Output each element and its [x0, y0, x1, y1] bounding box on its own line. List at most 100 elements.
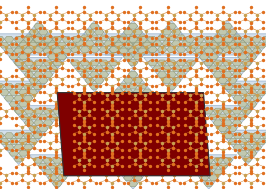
Polygon shape [0, 130, 47, 165]
Polygon shape [194, 36, 204, 42]
Polygon shape [213, 47, 223, 53]
Polygon shape [62, 36, 72, 42]
Polygon shape [144, 57, 200, 92]
Polygon shape [252, 84, 262, 89]
Polygon shape [242, 108, 251, 114]
Polygon shape [176, 60, 186, 66]
Polygon shape [94, 77, 104, 83]
Polygon shape [9, 101, 19, 107]
Polygon shape [176, 120, 186, 126]
Polygon shape [105, 34, 161, 68]
Polygon shape [15, 47, 24, 53]
Polygon shape [85, 66, 94, 72]
Polygon shape [257, 42, 266, 48]
Polygon shape [52, 48, 62, 54]
Polygon shape [99, 35, 109, 41]
Polygon shape [204, 36, 214, 42]
Polygon shape [20, 66, 29, 72]
Polygon shape [90, 47, 99, 53]
Polygon shape [80, 72, 90, 77]
Polygon shape [72, 157, 81, 163]
Polygon shape [9, 54, 19, 60]
Polygon shape [219, 130, 266, 165]
Polygon shape [213, 60, 223, 66]
Polygon shape [66, 57, 122, 92]
Polygon shape [162, 41, 172, 47]
Polygon shape [199, 54, 209, 60]
Polygon shape [162, 126, 172, 132]
Polygon shape [200, 106, 255, 140]
Polygon shape [52, 157, 62, 163]
Polygon shape [213, 35, 223, 41]
Polygon shape [94, 29, 104, 35]
Polygon shape [15, 108, 24, 114]
Polygon shape [0, 133, 4, 139]
Polygon shape [172, 126, 181, 132]
Polygon shape [48, 41, 57, 47]
Polygon shape [227, 126, 237, 132]
Polygon shape [209, 163, 218, 169]
Polygon shape [90, 23, 99, 29]
Polygon shape [94, 114, 104, 120]
Polygon shape [247, 89, 257, 95]
Polygon shape [218, 163, 228, 169]
Polygon shape [147, 108, 157, 114]
Polygon shape [204, 169, 214, 175]
Polygon shape [85, 41, 94, 47]
Polygon shape [76, 114, 85, 120]
Polygon shape [181, 66, 190, 72]
Polygon shape [204, 60, 213, 66]
Polygon shape [181, 155, 237, 189]
Polygon shape [29, 155, 85, 189]
Polygon shape [34, 36, 43, 42]
Polygon shape [128, 132, 138, 137]
Polygon shape [4, 133, 14, 139]
Polygon shape [52, 181, 62, 187]
Polygon shape [214, 36, 223, 42]
Polygon shape [19, 101, 28, 107]
Polygon shape [181, 34, 237, 68]
Polygon shape [247, 54, 257, 60]
Polygon shape [128, 47, 138, 53]
Polygon shape [29, 41, 39, 47]
Polygon shape [167, 72, 176, 77]
Polygon shape [109, 95, 119, 101]
Polygon shape [80, 35, 90, 41]
Polygon shape [48, 42, 57, 48]
Polygon shape [4, 95, 14, 101]
Polygon shape [62, 48, 72, 54]
Polygon shape [57, 42, 67, 48]
Polygon shape [85, 114, 94, 120]
Polygon shape [9, 89, 19, 95]
Polygon shape [0, 36, 4, 42]
Polygon shape [227, 77, 237, 83]
Polygon shape [33, 84, 42, 89]
Polygon shape [237, 66, 246, 72]
Polygon shape [162, 114, 172, 120]
Polygon shape [176, 108, 186, 114]
Polygon shape [252, 95, 262, 101]
Polygon shape [34, 132, 43, 137]
Polygon shape [29, 77, 39, 83]
Polygon shape [123, 41, 133, 47]
Polygon shape [133, 77, 143, 83]
Polygon shape [71, 47, 80, 53]
Polygon shape [11, 57, 66, 92]
Polygon shape [48, 54, 57, 60]
Polygon shape [238, 54, 247, 60]
Polygon shape [80, 108, 90, 114]
Polygon shape [252, 144, 262, 150]
Polygon shape [23, 48, 33, 54]
Polygon shape [138, 48, 147, 54]
Polygon shape [243, 36, 252, 42]
Polygon shape [67, 42, 76, 48]
Polygon shape [204, 48, 214, 54]
Polygon shape [33, 133, 42, 139]
Polygon shape [119, 48, 128, 54]
Polygon shape [167, 132, 176, 137]
Polygon shape [114, 89, 123, 95]
Polygon shape [24, 72, 34, 77]
Polygon shape [186, 47, 195, 53]
Polygon shape [14, 48, 23, 54]
Polygon shape [224, 84, 233, 89]
